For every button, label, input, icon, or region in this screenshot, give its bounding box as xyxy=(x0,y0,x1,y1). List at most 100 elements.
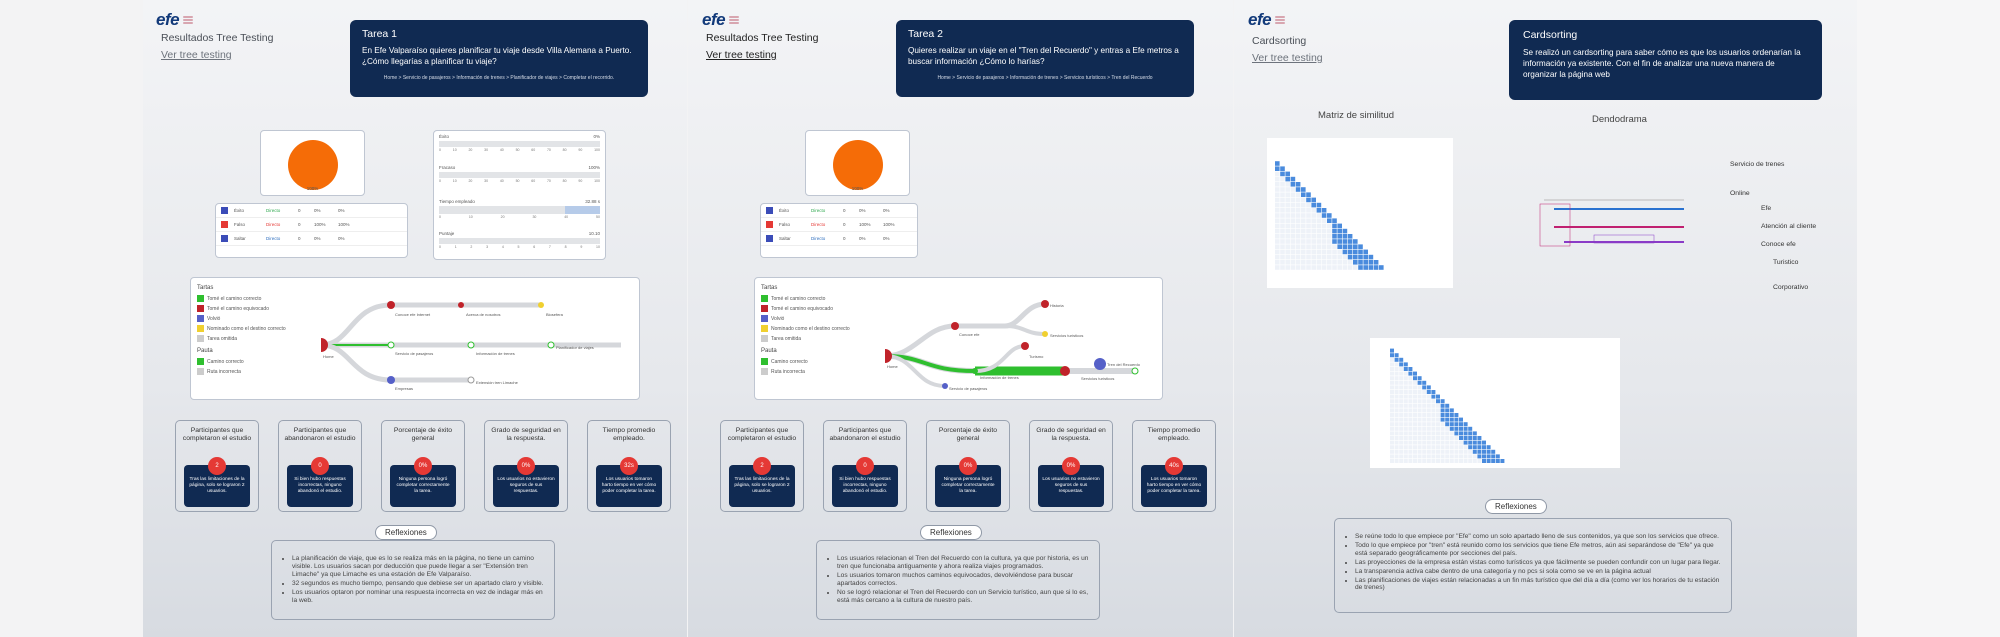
matrix-cell xyxy=(1486,459,1491,463)
panel-cardsorting: efe Cardsorting Ver tree testing Cardsor… xyxy=(1234,0,1857,637)
matrix-cell xyxy=(1301,228,1306,234)
matrix-cell xyxy=(1426,413,1431,417)
matrix-cell xyxy=(1275,208,1280,213)
matrix-cell xyxy=(1316,218,1322,223)
reflections-box: Los usuarios relacionan el Tren del Recu… xyxy=(816,540,1100,620)
matrix-cell xyxy=(1426,459,1431,463)
matrix-cell xyxy=(1408,385,1413,390)
reflections-box: La planificación de viaje, que es lo se … xyxy=(271,540,555,620)
matrix-cell xyxy=(1337,239,1342,244)
matrix-title: Matriz de similitud xyxy=(1318,110,1395,121)
svg-text:Biosefera: Biosefera xyxy=(546,312,564,317)
matrix-cell xyxy=(1353,260,1358,265)
matrix-cell xyxy=(1413,426,1417,431)
tree-testing-link[interactable]: Ver tree testing xyxy=(1252,52,1323,64)
stat-card-time: Tiempo promedio empleado. 32s Los usuarios… xyxy=(587,420,671,512)
matrix-cell xyxy=(1394,440,1399,445)
matrix-cell xyxy=(1449,431,1454,436)
matrix-cell xyxy=(1440,459,1445,463)
matrix-cell xyxy=(1275,265,1280,270)
matrix-cell xyxy=(1301,249,1306,255)
matrix-cell xyxy=(1358,249,1363,255)
matrix-cell xyxy=(1422,385,1427,390)
matrix-cell xyxy=(1311,202,1316,208)
task-title: Tarea 1 xyxy=(362,28,398,40)
matrix-cell xyxy=(1445,417,1450,422)
similarity-matrix-2 xyxy=(1370,338,1620,468)
matrix-cell xyxy=(1280,197,1285,203)
matrix-cell xyxy=(1408,459,1413,463)
matrix-cell xyxy=(1290,197,1296,203)
matrix-cell xyxy=(1445,422,1450,427)
matrix-cell xyxy=(1486,454,1491,459)
matrix-cell xyxy=(1403,422,1408,427)
matrix-cell xyxy=(1280,260,1285,265)
matrix-cell xyxy=(1436,445,1440,450)
matrix-cell xyxy=(1321,239,1327,244)
stat-card-abandoned: Participantes que abandonaron el estudio… xyxy=(278,420,362,512)
matrix-cell xyxy=(1285,228,1290,234)
task-question: Quieres realizar un viaje en el "Tren de… xyxy=(908,46,1179,67)
matrix-cell xyxy=(1482,459,1486,463)
matrix-cell xyxy=(1290,223,1296,229)
matrix-cell xyxy=(1477,449,1482,454)
matrix-cell xyxy=(1390,357,1394,362)
matrix-cell xyxy=(1311,208,1316,213)
matrix-cell xyxy=(1408,426,1413,431)
matrix-cell xyxy=(1280,192,1285,197)
tree-paths: Home Conoce efe Internet Acerca de nosot… xyxy=(321,301,621,391)
table-row: Saltar Directo 0 0% 0% xyxy=(216,232,407,246)
matrix-cell xyxy=(1275,192,1280,197)
matrix-cell xyxy=(1408,431,1413,436)
matrix-cell xyxy=(1431,417,1436,422)
matrix-cell xyxy=(1459,459,1463,463)
matrix-cell xyxy=(1295,223,1301,229)
matrix-cell xyxy=(1417,459,1422,463)
matrix-cell xyxy=(1449,422,1454,427)
svg-text:Información de trenes: Información de trenes xyxy=(476,351,515,356)
matrix-cell xyxy=(1408,376,1413,381)
matrix-cell xyxy=(1363,254,1368,260)
matrix-cell xyxy=(1379,265,1384,270)
matrix-cell xyxy=(1417,454,1422,459)
tree-testing-link[interactable]: Ver tree testing xyxy=(706,49,777,61)
efe-logo: efe xyxy=(1248,10,1286,30)
matrix-cell xyxy=(1316,244,1322,249)
matrix-cell xyxy=(1337,265,1342,270)
matrix-cell xyxy=(1311,218,1316,223)
matrix-cell xyxy=(1285,171,1290,177)
svg-text:Acerca de nosotros: Acerca de nosotros xyxy=(466,312,500,317)
stat-badge: 0% xyxy=(1062,457,1080,475)
matrix-cell xyxy=(1311,234,1316,239)
matrix-cell xyxy=(1280,176,1285,182)
tree-testing-link[interactable]: Ver tree testing xyxy=(161,49,232,61)
matrix-cell xyxy=(1403,403,1408,408)
matrix-cell xyxy=(1327,234,1332,239)
bar-row: Puntaje 10.10 0 1 2 3 4 5 6 7 8 9 10 xyxy=(439,231,600,249)
efe-logo: efe xyxy=(702,10,740,30)
stat-badge: 40s xyxy=(1165,457,1183,475)
matrix-cell xyxy=(1390,440,1394,445)
matrix-cell xyxy=(1459,436,1463,440)
matrix-cell xyxy=(1417,422,1422,427)
matrix-cell xyxy=(1426,403,1431,408)
matrix-cell xyxy=(1403,459,1408,463)
matrix-cell xyxy=(1477,445,1482,450)
matrix-cell xyxy=(1390,385,1394,390)
matrix-cell xyxy=(1321,208,1327,213)
matrix-cell xyxy=(1482,454,1486,459)
matrix-cell xyxy=(1347,239,1353,244)
matrix-cell xyxy=(1280,187,1285,192)
matrix-cell xyxy=(1413,454,1417,459)
matrix-cell xyxy=(1327,265,1332,270)
matrix-cell xyxy=(1332,234,1337,239)
matrix-cell xyxy=(1403,431,1408,436)
matrix-cell xyxy=(1321,234,1327,239)
matrix-cell xyxy=(1449,436,1454,440)
dendro-label: Turistico xyxy=(1773,259,1799,266)
matrix-cell xyxy=(1347,265,1353,270)
task-box: Tarea 1 En Efe Valparaíso quieres planif… xyxy=(350,20,648,97)
matrix-cell xyxy=(1413,394,1417,399)
matrix-cell xyxy=(1482,445,1486,450)
matrix-cell xyxy=(1321,218,1327,223)
